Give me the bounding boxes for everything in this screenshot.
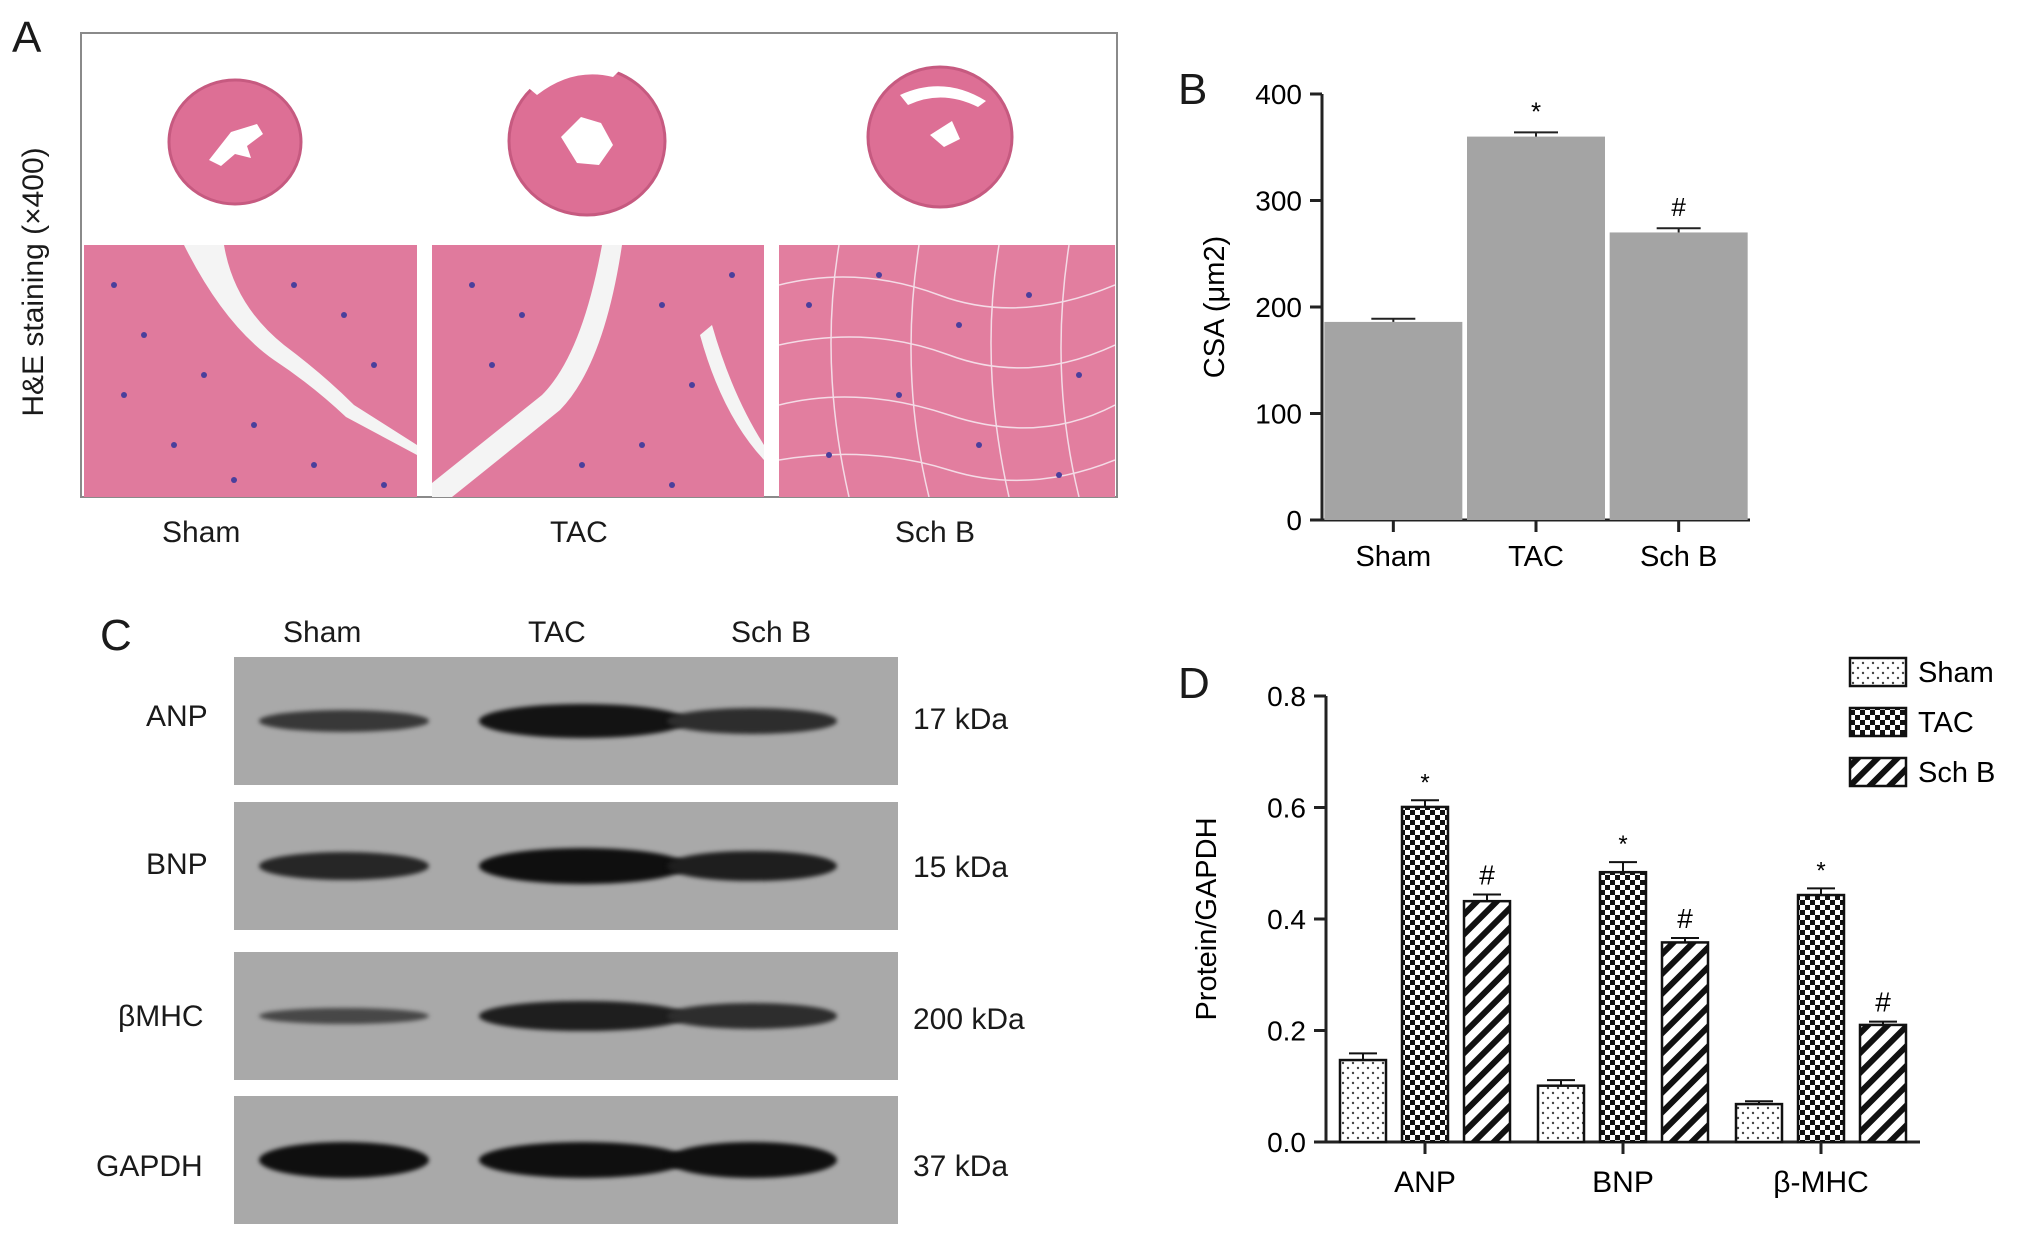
- lane-label-schb: Sch B: [731, 616, 812, 649]
- group-label-sham: Sham: [162, 516, 241, 549]
- y-tick-label: 400: [1255, 79, 1302, 110]
- x-tick-label: BNP: [1592, 1166, 1654, 1199]
- y-axis-label: Protein/GAPDH: [1191, 817, 1223, 1020]
- legend-swatch-sch-b: [1848, 756, 1908, 788]
- bar-tac: [1598, 870, 1648, 1144]
- bar-sham: [1324, 321, 1463, 520]
- blot-strip-bnp: [234, 802, 898, 930]
- panel-b-letter: B: [1178, 65, 1208, 114]
- blot-band: [667, 708, 837, 734]
- blot-size-gapdh: 37 kDa: [913, 1150, 1009, 1183]
- histology-image-tac: [432, 245, 764, 497]
- x-tick-label: β-MHC: [1773, 1166, 1869, 1199]
- y-tick-label: 0.0: [1267, 1127, 1306, 1158]
- x-tick-label: Sch B: [1640, 541, 1717, 573]
- legend-label: Sch B: [1918, 757, 1995, 789]
- blot-band: [259, 1142, 429, 1178]
- bar-sham: [1536, 1084, 1586, 1144]
- blot-band: [259, 851, 429, 881]
- significance-mark: *: [1816, 857, 1825, 884]
- y-tick-label: 0.4: [1267, 904, 1306, 935]
- legend-label: Sham: [1918, 657, 1994, 689]
- histology-image-sham: [84, 245, 417, 497]
- blot-size-anp: 17 kDa: [913, 703, 1009, 736]
- histology-image-schb: [779, 245, 1115, 497]
- heart-section-schb: [866, 65, 1014, 209]
- y-tick-label: 0.8: [1267, 681, 1306, 712]
- blot-band: [259, 1007, 429, 1025]
- bar-sch-b: [1462, 899, 1512, 1144]
- protein-bar-chart: 0.0 0.2 0.4 0.6 0.8 Protein/GAPDH * # ANP * # BNP * #…: [1191, 656, 1995, 1199]
- y-axis-label: CSA (μm2): [1199, 236, 1231, 378]
- y-tick-label: 100: [1255, 399, 1302, 430]
- blot-size-bnp: 15 kDa: [913, 851, 1009, 884]
- y-tick-label: 0.2: [1267, 1016, 1306, 1047]
- blot-label-bnp: BNP: [146, 848, 208, 881]
- bar-tac: [1400, 805, 1450, 1144]
- significance-mark: *: [1531, 96, 1541, 126]
- group-label-tac: TAC: [550, 516, 608, 549]
- blot-label-anp: ANP: [146, 700, 208, 733]
- bar-sham: [1338, 1058, 1388, 1144]
- legend-swatch-tac: [1848, 706, 1908, 738]
- significance-mark: *: [1420, 769, 1429, 796]
- legend-label: TAC: [1918, 707, 1974, 739]
- blot-band: [479, 1142, 687, 1178]
- bar-tac: [1796, 893, 1846, 1144]
- csa-bar-chart: 0 100 200 300 400 CSA (μm2) Sham TAC * Sch B #: [1199, 79, 1750, 573]
- blot-band: [667, 850, 837, 882]
- significance-mark: #: [1479, 859, 1495, 890]
- bar-sch-b: [1660, 941, 1710, 1144]
- significance-mark: #: [1875, 987, 1891, 1018]
- y-tick-label: 200: [1255, 292, 1302, 323]
- blot-label-gapdh: GAPDH: [96, 1150, 203, 1183]
- bar-sch-b: [1858, 1023, 1908, 1144]
- panel-d-letter: D: [1178, 659, 1210, 708]
- x-tick-label: Sham: [1355, 541, 1431, 573]
- bar-tac: [1467, 136, 1605, 520]
- lane-label-sham: Sham: [283, 616, 362, 649]
- blot-strip-anp: [234, 657, 898, 785]
- blot-size-bmhc: 200 kDa: [913, 1003, 1025, 1036]
- lane-label-tac: TAC: [528, 616, 586, 649]
- significance-mark: *: [1618, 831, 1627, 858]
- blot-band: [667, 1003, 837, 1029]
- blot-band: [259, 710, 429, 732]
- western-blots: [234, 0, 898, 1238]
- blot-label-bmhc: βMHC: [118, 1000, 204, 1033]
- significance-mark: #: [1677, 903, 1693, 934]
- y-tick-label: 300: [1255, 186, 1302, 217]
- legend-swatch-sham: [1848, 656, 1908, 688]
- x-tick-label: ANP: [1394, 1166, 1456, 1199]
- bar-sham: [1734, 1102, 1784, 1144]
- heart-section-sham: [167, 78, 303, 206]
- blot-strip-gapdh: [234, 1096, 898, 1224]
- significance-mark: #: [1671, 192, 1686, 222]
- bar-sch-b: [1609, 232, 1748, 520]
- x-tick-label: TAC: [1508, 541, 1564, 573]
- blot-band: [667, 1142, 837, 1178]
- blot-band: [479, 1000, 687, 1032]
- y-tick-label: 0: [1286, 505, 1302, 536]
- blot-strip-βmhc: [234, 952, 898, 1080]
- panel-c-letter: C: [100, 611, 132, 660]
- heart-section-tac: [507, 62, 667, 217]
- panel-a-letter: A: [12, 13, 42, 62]
- group-label-schb: Sch B: [895, 516, 976, 549]
- blot-band: [479, 703, 687, 739]
- y-tick-label: 0.6: [1267, 793, 1306, 824]
- blot-band: [479, 848, 687, 884]
